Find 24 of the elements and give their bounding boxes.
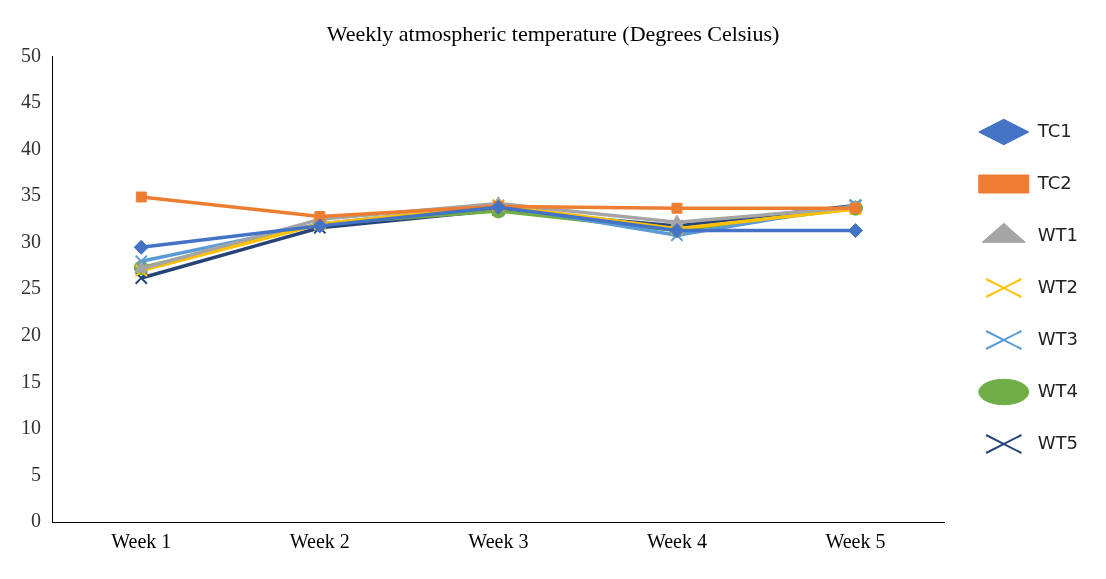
x-tick-label: Week 2 bbox=[289, 530, 350, 553]
legend-label: WT4 bbox=[1037, 379, 1078, 401]
y-tick-label: 50 bbox=[21, 43, 41, 66]
chart-title: Weekly atmospheric temperature (Degrees Celsius) bbox=[326, 20, 780, 46]
legend-label: WT2 bbox=[1037, 275, 1078, 297]
y-tick-label: 35 bbox=[21, 183, 41, 206]
y-tick-label: 0 bbox=[31, 509, 41, 532]
legend-label: TC2 bbox=[1036, 171, 1072, 193]
legend-label: TC1 bbox=[1036, 119, 1072, 141]
legend-label: WT3 bbox=[1037, 327, 1078, 349]
y-tick-label: 10 bbox=[21, 416, 41, 439]
x-tick-label: Week 4 bbox=[646, 530, 707, 553]
y-tick-label: 5 bbox=[31, 462, 41, 485]
y-tick-label: 15 bbox=[21, 369, 41, 392]
y-tick-label: 30 bbox=[21, 229, 41, 252]
legend-label: WT5 bbox=[1037, 431, 1078, 453]
x-tick-label: Week 1 bbox=[111, 530, 172, 553]
y-tick-label: 40 bbox=[21, 136, 41, 159]
x-tick-label: Week 3 bbox=[468, 530, 529, 553]
y-tick-label: 25 bbox=[21, 276, 41, 299]
legend-label: WT1 bbox=[1037, 223, 1078, 245]
x-tick-label: Week 5 bbox=[825, 530, 886, 553]
y-tick-label: 45 bbox=[21, 90, 41, 113]
y-tick-label: 20 bbox=[21, 323, 41, 346]
